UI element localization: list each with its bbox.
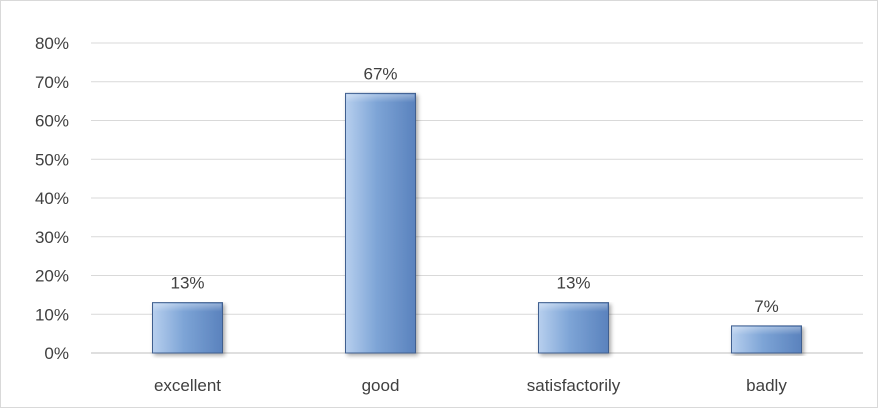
- x-tick-label-satisfactorily: satisfactorily: [527, 376, 621, 395]
- y-tick-label: 60%: [35, 112, 69, 131]
- bar-highlight: [346, 94, 415, 103]
- y-tick-label: 40%: [35, 189, 69, 208]
- bar-highlight: [539, 303, 608, 312]
- y-tick-label: 10%: [35, 305, 69, 324]
- y-tick-label: 20%: [35, 267, 69, 286]
- y-tick-label: 50%: [35, 150, 69, 169]
- data-label-excellent: 13%: [170, 274, 204, 293]
- data-label-good: 67%: [363, 64, 397, 83]
- data-label-satisfactorily: 13%: [556, 274, 590, 293]
- x-tick-label-badly: badly: [746, 376, 787, 395]
- data-labels: 13% 67% 13% 7%: [170, 64, 778, 316]
- y-axis-tick-labels: 0% 10% 20% 30% 40% 50% 60% 70% 80%: [35, 34, 69, 363]
- y-tick-label: 80%: [35, 34, 69, 53]
- x-tick-label-excellent: excellent: [154, 376, 221, 395]
- bar-highlight: [732, 326, 801, 335]
- bar-highlight: [153, 303, 222, 312]
- bar-good: [345, 92, 416, 354]
- x-axis-tick-labels: excellent good satisfactorily badly: [154, 376, 787, 395]
- bars: [152, 92, 802, 354]
- y-tick-label: 70%: [35, 73, 69, 92]
- x-tick-label-good: good: [362, 376, 400, 395]
- y-tick-label: 30%: [35, 228, 69, 247]
- data-label-badly: 7%: [754, 297, 779, 316]
- y-tick-label: 0%: [44, 344, 69, 363]
